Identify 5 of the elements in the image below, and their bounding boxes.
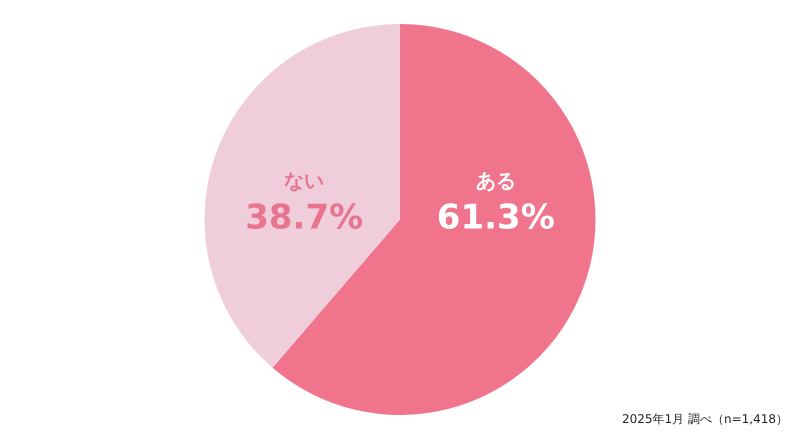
slice-label: ある: [476, 168, 516, 193]
text: 2025年1月 調べ（n=1,418）: [622, 412, 788, 426]
data-label: 38.7%: [245, 197, 364, 238]
data-label: 61.3%: [436, 197, 555, 238]
slice-label: ない: [284, 168, 324, 193]
